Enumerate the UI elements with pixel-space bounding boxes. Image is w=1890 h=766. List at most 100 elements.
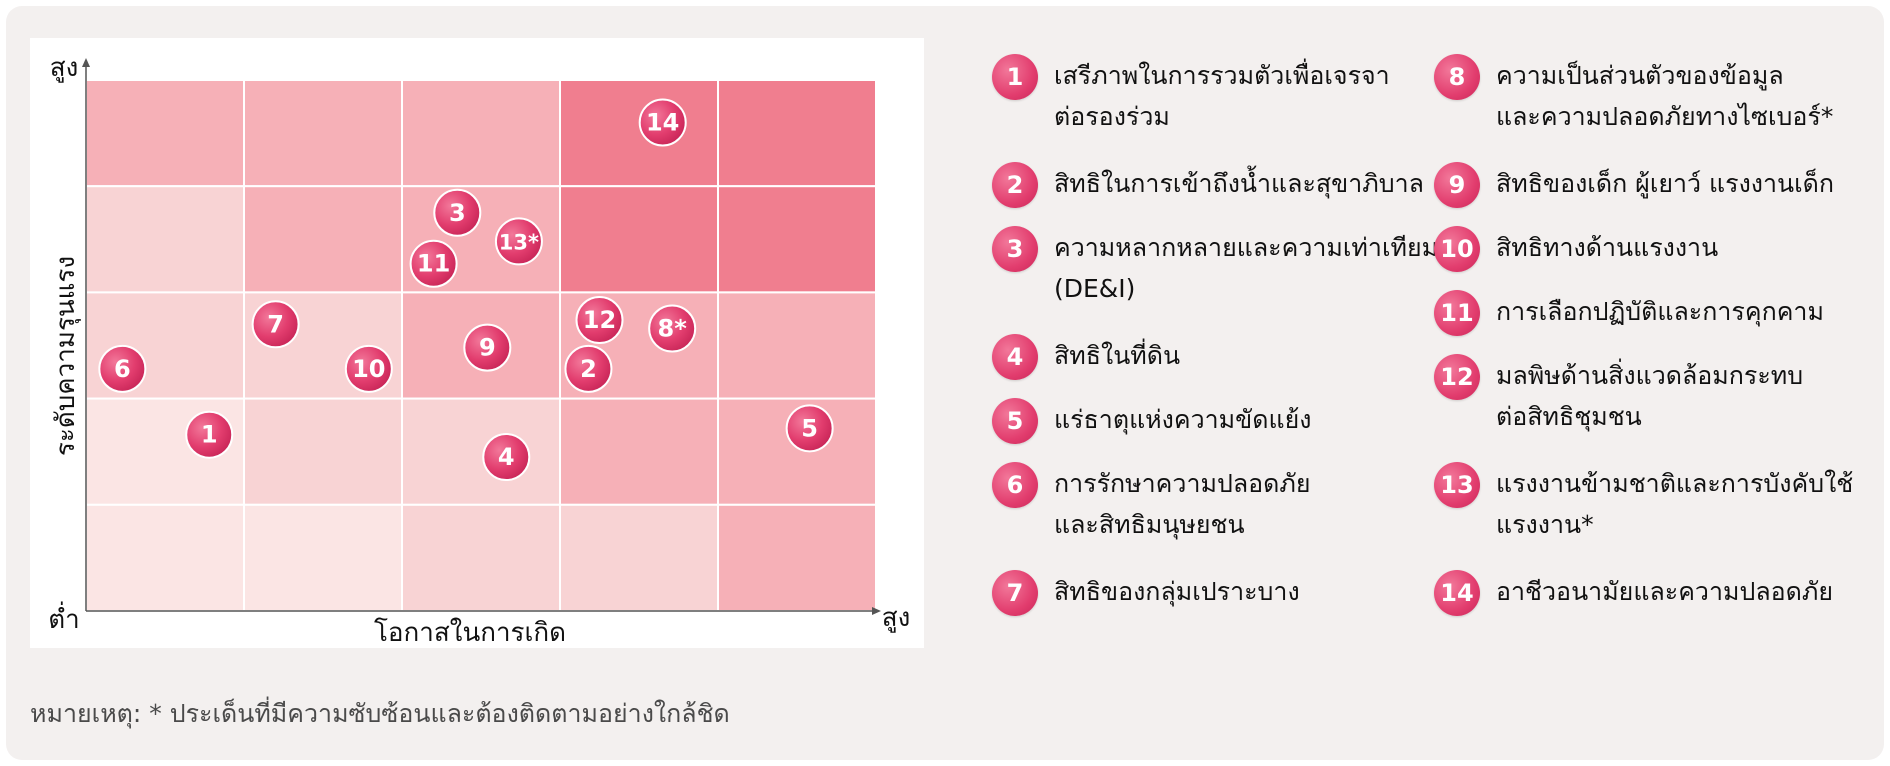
point-marker: [185, 410, 234, 459]
point-label: 2: [580, 355, 597, 383]
point-9: 9: [463, 323, 512, 372]
legend-item-8: 8 ความเป็นส่วนตัวของข้อมูล และความปลอดภัย…: [1434, 54, 1833, 137]
heat-cell: [717, 291, 877, 400]
legend-number-badge: 1: [992, 54, 1038, 100]
legend-item-3: 3 ความหลากหลายและความเท่าเทียม (DE&I): [992, 226, 1438, 309]
legend-number-badge: 7: [992, 570, 1038, 616]
legend-number-badge: 13: [1434, 462, 1480, 508]
footnote: หมายเหตุ: * ประเด็นที่มีความซับซ้อนและต้…: [30, 699, 730, 728]
point-marker: [463, 323, 512, 372]
point-6: 6: [98, 344, 147, 393]
point-marker: [575, 296, 624, 345]
point-label: 12: [583, 306, 616, 334]
heat-cell: [401, 397, 561, 506]
legend-label: มลพิษด้านสิ่งแวดล้อมกระทบ ต่อสิทธิชุมชน: [1496, 361, 1804, 431]
point-11: 11: [409, 239, 458, 288]
point-14: 14: [638, 98, 687, 147]
point-marker: [433, 188, 482, 237]
heat-cell: [85, 185, 245, 294]
heat-cell: [85, 79, 245, 188]
heat-cell: [559, 503, 719, 612]
legend-number-badge: 3: [992, 226, 1038, 272]
legend-item-4: 4 สิทธิในที่ดิน: [992, 334, 1180, 380]
low-label: ต่ำ: [48, 601, 79, 635]
legend-label: ความหลากหลายและความเท่าเทียม (DE&I): [1054, 233, 1439, 303]
legend-number-badge: 8: [1434, 54, 1480, 100]
legend-label: สิทธิในที่ดิน: [1054, 341, 1181, 370]
legend-label: การเลือกปฏิบัติและการคุกคาม: [1496, 297, 1824, 326]
chart-axes: [82, 58, 881, 615]
y-high-label: สูง: [50, 53, 79, 83]
point-8-star: 8*: [648, 304, 697, 353]
point-10: 10: [344, 344, 393, 393]
legend-number-badge: 4: [992, 334, 1038, 380]
heat-cell: [243, 503, 403, 612]
legend-label: สิทธิของเด็ก ผู้เยาว์ แรงงานเด็ก: [1496, 169, 1835, 198]
heat-cell: [401, 79, 561, 188]
legend-label: สิทธิของกลุ่มเปราะบาง: [1054, 577, 1300, 606]
x-high-label: สูง: [882, 603, 911, 633]
point-marker: [98, 344, 147, 393]
legend-item-12: 12 มลพิษด้านสิ่งแวดล้อมกระทบ ต่อสิทธิชุมช…: [1434, 354, 1803, 437]
point-marker: [251, 300, 300, 349]
legend-label: สิทธิในการเข้าถึงน้ำและสุขาภิบาล: [1054, 169, 1424, 198]
heat-cell: [243, 397, 403, 506]
heat-cell: [401, 503, 561, 612]
legend-label: สิทธิทางด้านแรงงาน: [1496, 233, 1719, 262]
legend-number-badge: 11: [1434, 290, 1480, 336]
legend-number-badge: 5: [992, 398, 1038, 444]
point-marker: [785, 404, 834, 453]
heat-cell: [243, 79, 403, 188]
heat-cell: [559, 397, 719, 506]
y-axis-title: ระดับความรุนแรง: [51, 256, 81, 456]
point-marker: [638, 98, 687, 147]
heat-cell: [85, 503, 245, 612]
point-label: 8*: [658, 315, 688, 343]
legend-item-6: 6 การรักษาความปลอดภัย และสิทธิมนุษยชน: [992, 462, 1311, 545]
legend-number-badge: 2: [992, 162, 1038, 208]
point-label: 14: [646, 108, 679, 136]
legend-label: เสรีภาพในการรวมตัวเพื่อเจรจา ต่อรองร่วม: [1054, 61, 1390, 131]
point-3: 3: [433, 188, 482, 237]
point-12: 12: [575, 296, 624, 345]
legend-item-11: 11 การเลือกปฏิบัติและการคุกคาม: [1434, 290, 1824, 336]
legend-label: ความเป็นส่วนตัวของข้อมูล และความปลอดภัยท…: [1496, 61, 1834, 131]
point-1: 1: [185, 410, 234, 459]
legend-label: แร่ธาตุแห่งความขัดแย้ง: [1054, 405, 1312, 434]
legend-item-7: 7 สิทธิของกลุ่มเปราะบาง: [992, 570, 1300, 616]
legend-item-13: 13 แรงงานข้ามชาติและการบังคับใช้ แรงงาน*: [1434, 462, 1853, 545]
legend-label: แรงงานข้ามชาติและการบังคับใช้ แรงงาน*: [1496, 469, 1854, 539]
point-label: 7: [267, 310, 284, 338]
legend-item-10: 10 สิทธิทางด้านแรงงาน: [1434, 226, 1718, 272]
point-4: 4: [482, 433, 531, 482]
legend-number-badge: 10: [1434, 226, 1480, 272]
point-label: 1: [201, 421, 218, 449]
point-marker: [409, 239, 458, 288]
risk-matrix-chart: สูง ต่ำ สูง โอกาสในการเกิด ระดับความรุนแ…: [30, 38, 924, 648]
legend-number-badge: 9: [1434, 162, 1480, 208]
heat-cell: [243, 185, 403, 294]
point-marker: [648, 304, 697, 353]
legend-label: อาชีวอนามัยและความปลอดภัย: [1496, 577, 1834, 606]
point-label: 9: [479, 334, 496, 362]
point-label: 3: [449, 199, 466, 227]
point-marker: [494, 217, 543, 266]
x-axis-title: โอกาสในการเกิด: [374, 617, 566, 648]
heat-cell: [559, 185, 719, 294]
x-axis-arrow: [872, 607, 881, 615]
legend-item-1: 1 เสรีภาพในการรวมตัวเพื่อเจรจา ต่อรองร่วม: [992, 54, 1390, 137]
heat-cell: [717, 185, 877, 294]
heat-cell: [717, 79, 877, 188]
point-marker: [344, 344, 393, 393]
point-marker: [482, 433, 531, 482]
point-label: 11: [417, 250, 450, 278]
point-label: 5: [801, 414, 818, 442]
point-marker: [564, 344, 613, 393]
point-label: 13*: [499, 230, 539, 254]
point-5: 5: [785, 404, 834, 453]
point-label: 6: [114, 355, 131, 383]
legend-item-14: 14 อาชีวอนามัยและความปลอดภัย: [1434, 570, 1833, 616]
risk-matrix-svg: สูง ต่ำ สูง โอกาสในการเกิด ระดับความรุนแ…: [48, 53, 911, 648]
legend-item-2: 2 สิทธิในการเข้าถึงน้ำและสุขาภิบาล: [992, 162, 1424, 208]
